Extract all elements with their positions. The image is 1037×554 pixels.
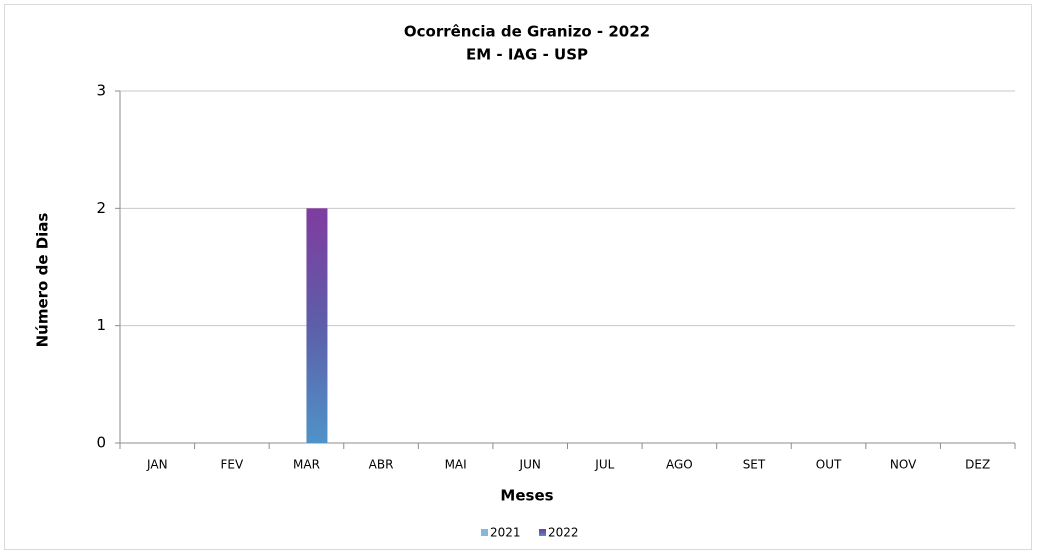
y-tick-label: 3 — [96, 82, 106, 100]
x-tick-label: JAN — [146, 458, 168, 472]
x-axis-title: Meses — [500, 487, 553, 505]
y-tick-label: 2 — [96, 199, 106, 217]
x-tick-label: JUL — [594, 458, 614, 472]
legend-label: 2021 — [490, 526, 521, 540]
y-tick-label: 0 — [96, 434, 106, 452]
bar — [306, 208, 328, 443]
x-tick-label: OUT — [816, 458, 842, 472]
legend-label: 2022 — [548, 526, 579, 540]
chart-title: Ocorrência de Granizo - 2022 — [404, 23, 650, 41]
x-tick-label: FEV — [221, 458, 244, 472]
chart-subtitle: EM - IAG - USP — [466, 46, 588, 64]
x-tick-label: MAR — [293, 458, 320, 472]
y-tick-label: 1 — [96, 316, 106, 334]
legend-swatch — [539, 529, 546, 536]
x-tick-label: ABR — [369, 458, 394, 472]
x-tick-label: MAI — [445, 458, 467, 472]
x-tick-label: NOV — [890, 458, 917, 472]
y-axis-title: Número de Dias — [34, 213, 52, 348]
legend-swatch — [481, 529, 488, 536]
x-tick-label: SET — [743, 458, 766, 472]
x-tick-label: DEZ — [965, 458, 990, 472]
x-tick-label: AGO — [666, 458, 693, 472]
chart-frame — [4, 4, 1032, 550]
x-tick-label: JUN — [519, 458, 541, 472]
